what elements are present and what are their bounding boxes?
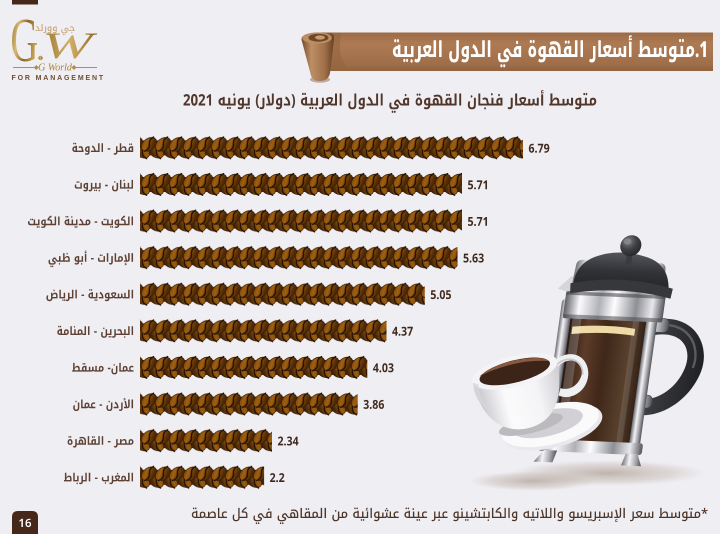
svg-text:FOR MANAGEMENT: FOR MANAGEMENT [12, 75, 106, 82]
svg-text:G World: G World [38, 63, 73, 74]
svg-text:W: W [42, 25, 98, 66]
svg-text:G: G [11, 7, 39, 76]
